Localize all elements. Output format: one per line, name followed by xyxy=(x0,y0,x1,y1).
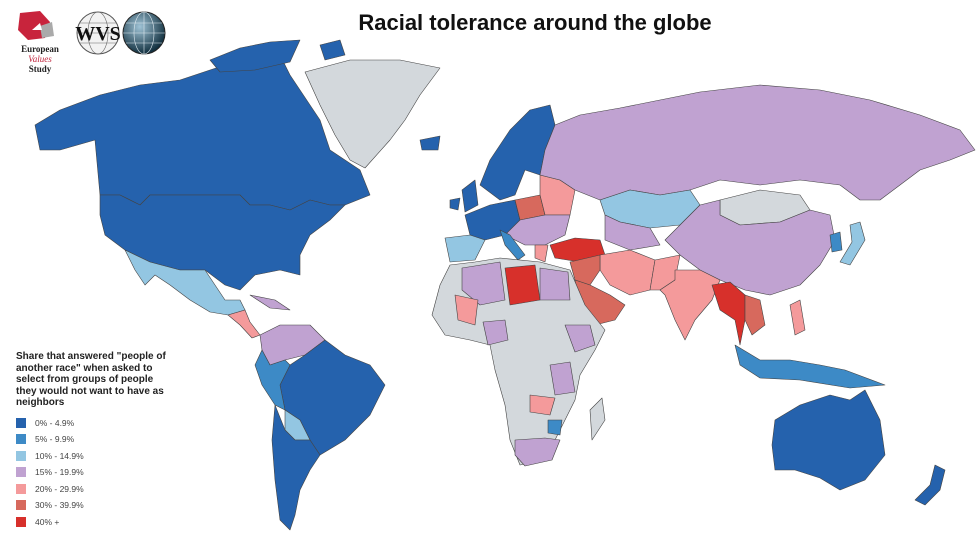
region-iraq-levant xyxy=(569,254,601,286)
legend-title: Share that answered "people of another r… xyxy=(16,351,166,408)
region-italy xyxy=(499,229,526,261)
region-korea xyxy=(829,231,843,253)
region-greenland xyxy=(304,59,441,169)
region-zimbabwe xyxy=(547,419,563,436)
legend-item: 20% - 29.9% xyxy=(16,481,176,498)
legend-swatch xyxy=(16,434,26,445)
region-nigeria xyxy=(482,319,509,346)
legend-item: 0% - 4.9% xyxy=(16,415,176,432)
region-ethiopia xyxy=(564,324,596,353)
legend-item: 40% + xyxy=(16,514,176,531)
region-china xyxy=(664,199,836,296)
legend: Share that answered "people of another r… xyxy=(16,351,176,530)
legend-label: 5% - 9.9% xyxy=(35,434,75,445)
region-canada-islands xyxy=(209,39,346,73)
legend-label: 0% - 4.9% xyxy=(35,417,75,428)
legend-swatch xyxy=(16,450,26,461)
legend-item: 5% - 9.9% xyxy=(16,431,176,448)
region-iberia xyxy=(444,234,486,263)
region-peru xyxy=(254,349,291,411)
legend-swatch xyxy=(16,500,26,511)
wvs-logo: WVS xyxy=(74,10,170,56)
region-japan xyxy=(839,221,866,266)
legend-swatch xyxy=(16,467,26,478)
legend-label: 20% - 29.9% xyxy=(35,483,84,494)
region-australia xyxy=(771,389,886,491)
region-new-zealand xyxy=(914,464,946,506)
region-algeria xyxy=(461,261,506,306)
legend-label: 40% + xyxy=(35,516,60,527)
legend-swatch xyxy=(16,516,26,527)
region-argentina-chile xyxy=(271,404,321,531)
wvs-globe-icons: WVS xyxy=(75,11,166,55)
region-india xyxy=(659,269,721,341)
map-title: Racial tolerance around the globe xyxy=(358,10,712,35)
region-mali xyxy=(454,294,479,326)
legend-label: 15% - 19.9% xyxy=(35,467,84,478)
region-greece xyxy=(534,244,549,263)
legend-label: 10% - 14.9% xyxy=(35,450,84,461)
legend-label: 30% - 39.9% xyxy=(35,500,84,511)
evs-logo-text: European Values Study xyxy=(21,44,59,74)
legend-item: 10% - 14.9% xyxy=(16,448,176,465)
region-central-asia xyxy=(604,214,661,251)
region-iran xyxy=(599,249,656,296)
evs-logo: European Values Study xyxy=(10,8,70,78)
region-libya xyxy=(504,264,541,306)
region-uk xyxy=(449,179,479,213)
region-iceland xyxy=(419,135,441,151)
region-philippines xyxy=(789,299,806,336)
region-south-africa xyxy=(514,437,561,467)
region-east-africa xyxy=(549,361,576,396)
legend-item: 15% - 19.9% xyxy=(16,464,176,481)
region-egypt xyxy=(539,267,571,301)
legend-item: 30% - 39.9% xyxy=(16,497,176,514)
region-madagascar xyxy=(589,397,606,441)
svg-text:WVS: WVS xyxy=(75,23,121,45)
region-indonesia xyxy=(734,344,886,389)
region-caribbean xyxy=(249,294,291,311)
legend-swatch xyxy=(16,483,26,494)
region-central-america xyxy=(227,309,261,339)
region-usa xyxy=(99,194,346,291)
region-myanmar-thailand xyxy=(711,281,746,346)
region-vietnam xyxy=(744,294,766,336)
region-zambia xyxy=(529,394,556,416)
region-russia xyxy=(539,84,976,201)
evs-logo-mark xyxy=(18,11,54,40)
legend-swatch xyxy=(16,417,26,428)
region-balkans xyxy=(504,214,571,246)
